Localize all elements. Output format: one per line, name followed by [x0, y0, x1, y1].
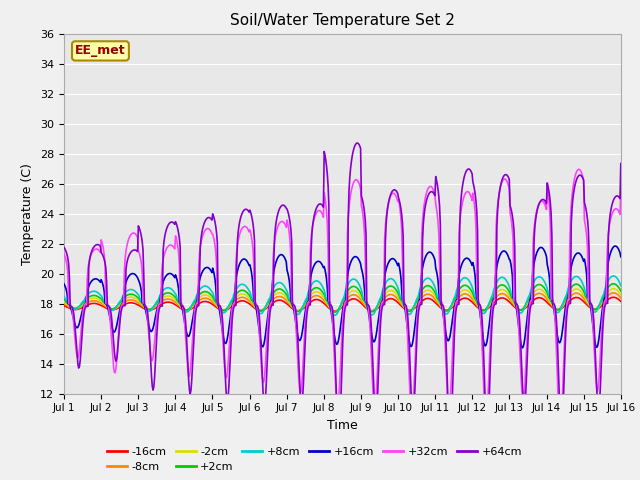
Title: Soil/Water Temperature Set 2: Soil/Water Temperature Set 2: [230, 13, 455, 28]
-2cm: [184, 307, 192, 312]
+8cm: [609, 273, 617, 279]
+8cm: [332, 312, 339, 318]
+16cm: [426, 249, 434, 255]
+8cm: [428, 277, 435, 283]
-16cm: [617, 299, 625, 304]
+16cm: [184, 334, 192, 339]
Line: +8cm: +8cm: [64, 276, 621, 315]
-2cm: [411, 303, 419, 309]
+64cm: [184, 362, 192, 368]
-16cm: [127, 300, 135, 306]
+16cm: [127, 271, 135, 277]
+2cm: [127, 291, 135, 297]
Line: +64cm: +64cm: [64, 143, 621, 440]
-8cm: [609, 290, 617, 296]
+8cm: [60, 294, 68, 300]
+2cm: [609, 281, 617, 287]
+16cm: [70, 318, 78, 324]
+16cm: [617, 254, 625, 260]
+16cm: [214, 300, 221, 305]
+32cm: [214, 300, 221, 305]
-8cm: [332, 309, 339, 314]
-8cm: [214, 304, 221, 310]
+32cm: [70, 324, 78, 330]
-16cm: [70, 307, 78, 312]
-16cm: [428, 297, 435, 302]
-16cm: [609, 294, 617, 300]
+2cm: [70, 305, 78, 311]
+64cm: [428, 189, 436, 194]
Text: EE_met: EE_met: [75, 44, 126, 58]
X-axis label: Time: Time: [327, 419, 358, 432]
+64cm: [214, 240, 221, 245]
+16cm: [612, 243, 620, 249]
+8cm: [127, 287, 135, 292]
-8cm: [428, 292, 435, 298]
+8cm: [70, 306, 78, 312]
-2cm: [127, 294, 135, 300]
-8cm: [60, 300, 68, 306]
+64cm: [70, 313, 78, 319]
Line: +2cm: +2cm: [64, 284, 621, 312]
Line: +32cm: +32cm: [64, 169, 621, 429]
Legend: -16cm, -8cm, -2cm, +2cm, +8cm, +16cm, +32cm, +64cm: -16cm, -8cm, -2cm, +2cm, +8cm, +16cm, +3…: [103, 443, 526, 477]
Line: -2cm: -2cm: [64, 288, 621, 312]
+2cm: [411, 302, 419, 308]
-16cm: [184, 307, 192, 313]
+2cm: [214, 301, 221, 307]
+8cm: [617, 283, 625, 288]
+2cm: [617, 288, 625, 294]
+64cm: [354, 140, 362, 146]
-2cm: [332, 309, 339, 315]
+16cm: [518, 345, 526, 351]
+2cm: [184, 307, 192, 312]
+8cm: [184, 309, 192, 314]
+64cm: [412, 368, 419, 374]
-2cm: [70, 306, 78, 312]
Line: +16cm: +16cm: [64, 246, 621, 348]
-8cm: [184, 307, 192, 313]
+32cm: [127, 231, 135, 237]
+2cm: [428, 284, 435, 290]
+32cm: [557, 426, 564, 432]
-2cm: [617, 292, 625, 298]
-8cm: [127, 297, 135, 303]
+16cm: [60, 281, 68, 287]
+64cm: [335, 437, 343, 443]
Y-axis label: Temperature (C): Temperature (C): [22, 163, 35, 264]
-16cm: [411, 305, 419, 311]
-8cm: [70, 306, 78, 312]
+32cm: [60, 251, 68, 257]
-2cm: [428, 288, 435, 294]
+2cm: [332, 309, 339, 315]
+16cm: [410, 331, 418, 336]
+2cm: [60, 297, 68, 302]
-8cm: [411, 304, 419, 310]
+64cm: [617, 161, 625, 167]
+8cm: [411, 301, 419, 307]
+32cm: [410, 384, 418, 389]
-16cm: [332, 308, 339, 314]
Line: -16cm: -16cm: [64, 297, 621, 311]
-16cm: [214, 305, 221, 311]
-2cm: [214, 303, 221, 309]
-16cm: [60, 303, 68, 309]
+64cm: [127, 249, 135, 254]
+32cm: [184, 368, 192, 374]
Line: -8cm: -8cm: [64, 293, 621, 312]
-2cm: [609, 286, 617, 291]
+32cm: [617, 187, 625, 192]
+32cm: [575, 167, 583, 172]
-8cm: [617, 295, 625, 301]
+64cm: [60, 244, 68, 250]
+8cm: [214, 300, 221, 306]
+32cm: [426, 183, 434, 189]
-2cm: [60, 299, 68, 304]
